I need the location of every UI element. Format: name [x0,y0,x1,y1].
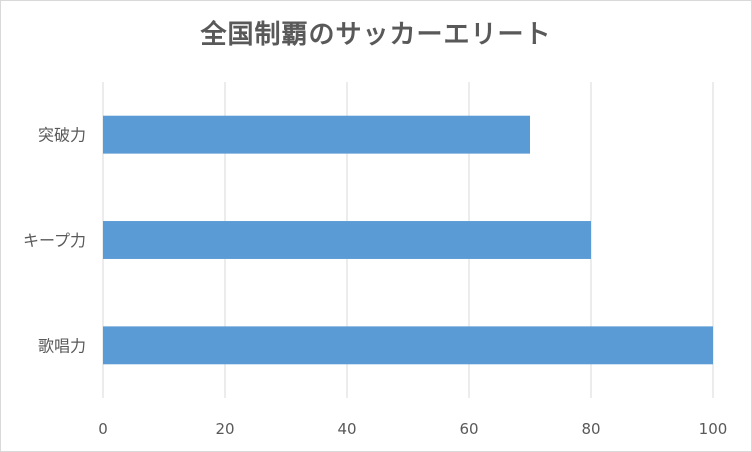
chart-title: 全国制覇のサッカーエリート [200,20,552,50]
x-tick-label: 20 [215,420,234,438]
x-tick-label: 0 [98,420,108,438]
bars [103,115,713,365]
x-tick-label: 100 [699,420,728,438]
category-label: 突破力 [38,126,86,145]
x-tick-label: 40 [337,420,356,438]
category-label: キープ力 [23,231,86,250]
x-tick-label: 80 [581,420,600,438]
category-label: 歌唱力 [38,336,86,355]
bar-0 [103,115,530,154]
bar-2 [103,326,713,365]
x-tick-label: 60 [459,420,478,438]
x-tick-labels: 0 20 40 60 80 100 [98,420,727,438]
bar-1 [103,221,591,259]
